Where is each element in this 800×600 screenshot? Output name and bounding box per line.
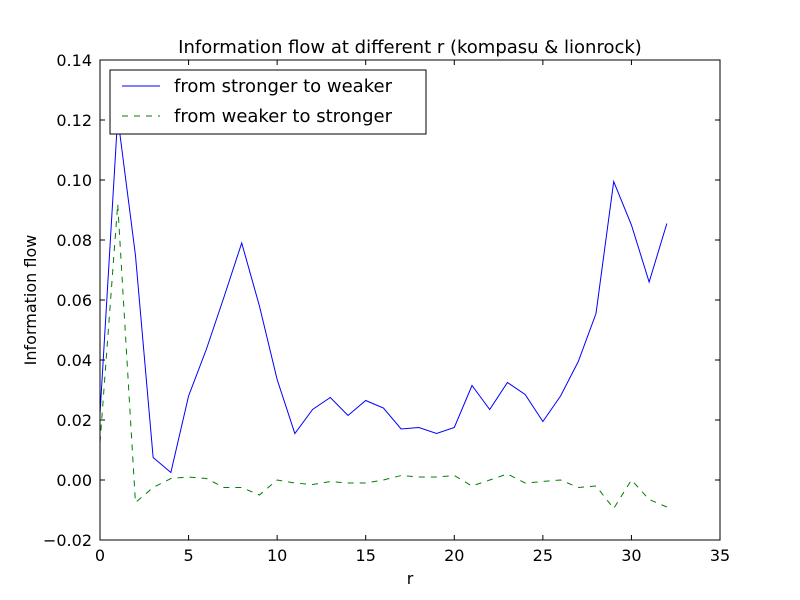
y-tick-label: 0.00 — [56, 471, 92, 490]
y-tick-label: 0.12 — [56, 111, 92, 130]
x-tick-label: 35 — [710, 546, 730, 565]
legend: from stronger to weaker from weaker to s… — [109, 69, 427, 135]
axis-ticks: 0 5 10 15 20 25 30 35 −0.02 0.00 0.02 0.04 0.06 0.08 0… — [43, 51, 730, 565]
series-line-1 — [99, 116, 668, 474]
x-tick-label: 5 — [183, 546, 193, 565]
x-axis-label: r — [407, 569, 414, 588]
x-tick-label: 30 — [621, 546, 641, 565]
legend-label-weaker-to-stronger: from weaker to stronger — [174, 106, 393, 127]
y-tick-label: −0.02 — [43, 531, 92, 550]
x-tick-label: 20 — [444, 546, 464, 565]
series-line-2 — [99, 203, 668, 510]
x-tick-label: 25 — [533, 546, 553, 565]
series-lines — [99, 116, 668, 510]
x-tick-label: 0 — [95, 546, 105, 565]
y-tick-label: 0.10 — [56, 171, 92, 190]
y-tick-label: 0.04 — [56, 351, 92, 370]
chart-title: Information flow at different r (kompasu… — [178, 37, 642, 58]
y-tick-label: 0.14 — [56, 51, 92, 70]
x-tick-label: 10 — [267, 546, 287, 565]
y-tick-label: 0.06 — [56, 291, 92, 310]
y-tick-label: 0.02 — [56, 411, 92, 430]
y-tick-label: 0.08 — [56, 231, 92, 250]
legend-box — [109, 69, 427, 135]
x-tick-label: 15 — [356, 546, 376, 565]
y-axis-label: Information flow — [21, 235, 40, 366]
legend-label-stronger-to-weaker: from stronger to weaker — [174, 76, 393, 97]
